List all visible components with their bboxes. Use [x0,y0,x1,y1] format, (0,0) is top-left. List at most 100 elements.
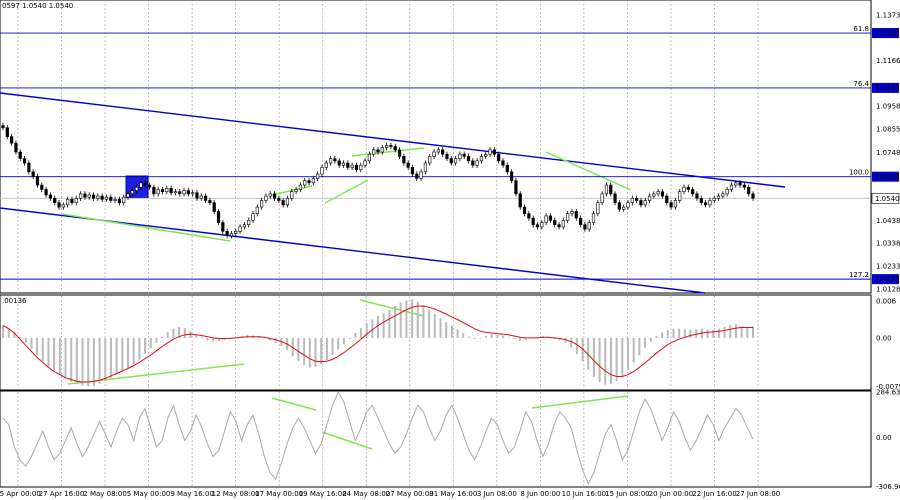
candle-body [247,220,251,226]
macd-histogram-bar [570,337,573,348]
candle-body [307,180,311,184]
macd-histogram-bar [263,337,266,339]
macd-histogram-bar [564,337,567,343]
candle-body [423,162,428,173]
candle-body [35,175,40,186]
candle-body [522,206,527,214]
macd-histogram-bar [405,300,408,338]
x-tick-label: 31 May 16:00 [429,490,477,498]
candle-body [647,195,652,201]
macd-histogram-bar [172,328,175,338]
candle-body [10,136,14,144]
x-tick-label: 8 Jun 00:00 [520,490,560,498]
x-tick-label: 27 Jun 08:00 [736,490,780,498]
macd-histogram-bar [377,315,379,338]
candle-body [656,191,660,195]
candle-body [652,193,656,197]
macd-histogram-bar [450,325,453,338]
candle-body [527,213,531,219]
macd-histogram-bar [598,337,601,383]
candle-body [497,153,501,162]
macd-histogram-bar [666,329,669,338]
macd-histogram-bar [217,337,220,341]
candle-body [703,202,708,206]
candle-body [544,215,548,223]
candle-body [169,188,173,194]
price-tick-label: 1.0233 [876,262,900,270]
macd-tick-label: 0.00 [876,334,892,342]
candle-body [673,200,678,208]
macd-histogram-bar [592,337,595,378]
fib-level-label: 61.8 [853,25,869,33]
candle-body [66,199,70,206]
x-tick-label: 27 May 00:00 [386,490,434,498]
macd-histogram-bar [178,326,181,338]
macd-histogram-bar [467,336,470,338]
candle-body [682,186,686,192]
candle-body [639,200,643,206]
price-tag-text: 1.0638 [875,173,900,181]
candle-body [191,192,195,195]
candle-body [359,164,363,170]
candle-body [596,202,600,214]
candle-body [61,204,65,208]
candle-body [376,149,380,153]
macd-histogram-bar [484,336,487,338]
candle-body [18,151,22,159]
macd-histogram-bar [183,328,186,338]
candle-body [40,184,44,190]
macd-histogram-bar [41,337,44,362]
x-tick-label: 3 Jun 08:00 [477,490,517,498]
candle-body [397,149,402,157]
cci-tick-label: -306.964 [876,483,900,491]
macd-histogram-bar [638,337,641,356]
candle-body [415,173,419,179]
candle-body [604,184,609,195]
candle-body [251,213,255,221]
macd-histogram-bar [337,337,340,350]
cci-group [2,390,754,486]
macd-histogram-bar [621,337,624,376]
candle-body [104,196,109,200]
macd-histogram-bar [47,337,50,367]
price-tick-label: 1.0748 [876,149,900,157]
divergence-line-cci-3 [531,395,629,409]
candle-body [471,160,475,166]
candle-body [264,195,268,201]
x-tick-label: 17 May 00:00 [255,490,303,498]
candle-body [96,195,100,199]
macd-histogram-bar [695,329,698,338]
candle-body [553,220,557,226]
macd-histogram-bar [144,337,147,354]
macd-histogram-bar [712,329,715,338]
macd-histogram-bar [115,337,118,375]
candle-body [410,167,415,175]
candle-body [333,158,337,162]
candle-body [78,193,83,199]
price-tick-label: 1.0855 [876,125,900,133]
price-tag-box [872,28,899,39]
candle-body [734,182,738,186]
macd-histogram-bar [2,325,4,338]
candle-body [695,193,699,199]
macd-histogram-bar [439,318,442,338]
macd-histogram-bar [490,334,493,338]
macd-histogram-bar [149,337,152,349]
candle-body [199,195,203,199]
x-tick-label: 20 Jun 00:00 [649,490,693,498]
macd-histogram-bar [308,337,311,368]
macd-histogram-bar [433,314,436,338]
candle-body [277,197,281,201]
candle-body [320,167,324,175]
candle-body [367,153,371,162]
divergence-line-cci-2 [321,431,373,450]
candle-body [458,153,462,159]
x-tick-label: 15 Jun 08:00 [605,490,649,498]
macd-histogram-bar [342,337,345,345]
price-tag-box [872,82,899,93]
candle-body [328,158,333,164]
price-tag-text: 1.0173 [875,276,900,284]
divergence-line-price-3 [324,179,369,204]
